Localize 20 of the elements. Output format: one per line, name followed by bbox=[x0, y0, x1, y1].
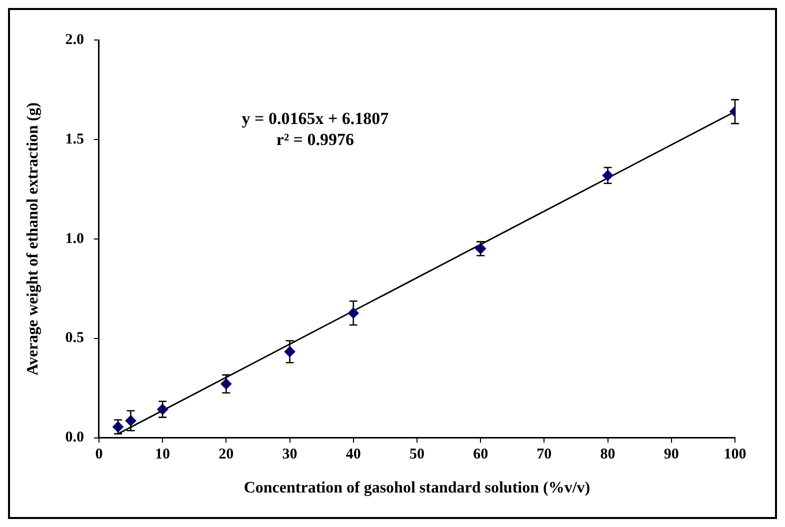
x-tick-label: 20 bbox=[218, 446, 234, 463]
y-tick-label: 1.0 bbox=[65, 230, 84, 247]
x-tick-label: 70 bbox=[536, 446, 552, 463]
y-tick-label: 2.0 bbox=[65, 32, 84, 48]
x-tick-label: 50 bbox=[409, 446, 424, 463]
y-axis-title: Average weight of ethanol extraction (g) bbox=[24, 102, 42, 376]
x-tick-label: 60 bbox=[473, 446, 488, 463]
y-tick-label: 1.5 bbox=[65, 131, 84, 148]
x-tick-label: 10 bbox=[155, 446, 170, 463]
y-tick-label: 0.0 bbox=[65, 430, 84, 446]
annotation: r² = 0.9976 bbox=[276, 130, 354, 149]
x-tick-label: 0 bbox=[95, 446, 103, 463]
x-tick-label: 100 bbox=[724, 446, 746, 463]
x-tick-label: 80 bbox=[600, 446, 616, 463]
x-tick-label: 40 bbox=[346, 446, 361, 463]
y-tick-label: 0.5 bbox=[65, 330, 84, 346]
x-tick-label: 30 bbox=[282, 446, 298, 463]
annotation: y = 0.0165x + 6.1807 bbox=[242, 108, 390, 128]
x-tick-label: 90 bbox=[664, 446, 679, 463]
x-axis-title: Concentration of gasohol standard solution (%v/v) bbox=[244, 480, 590, 497]
